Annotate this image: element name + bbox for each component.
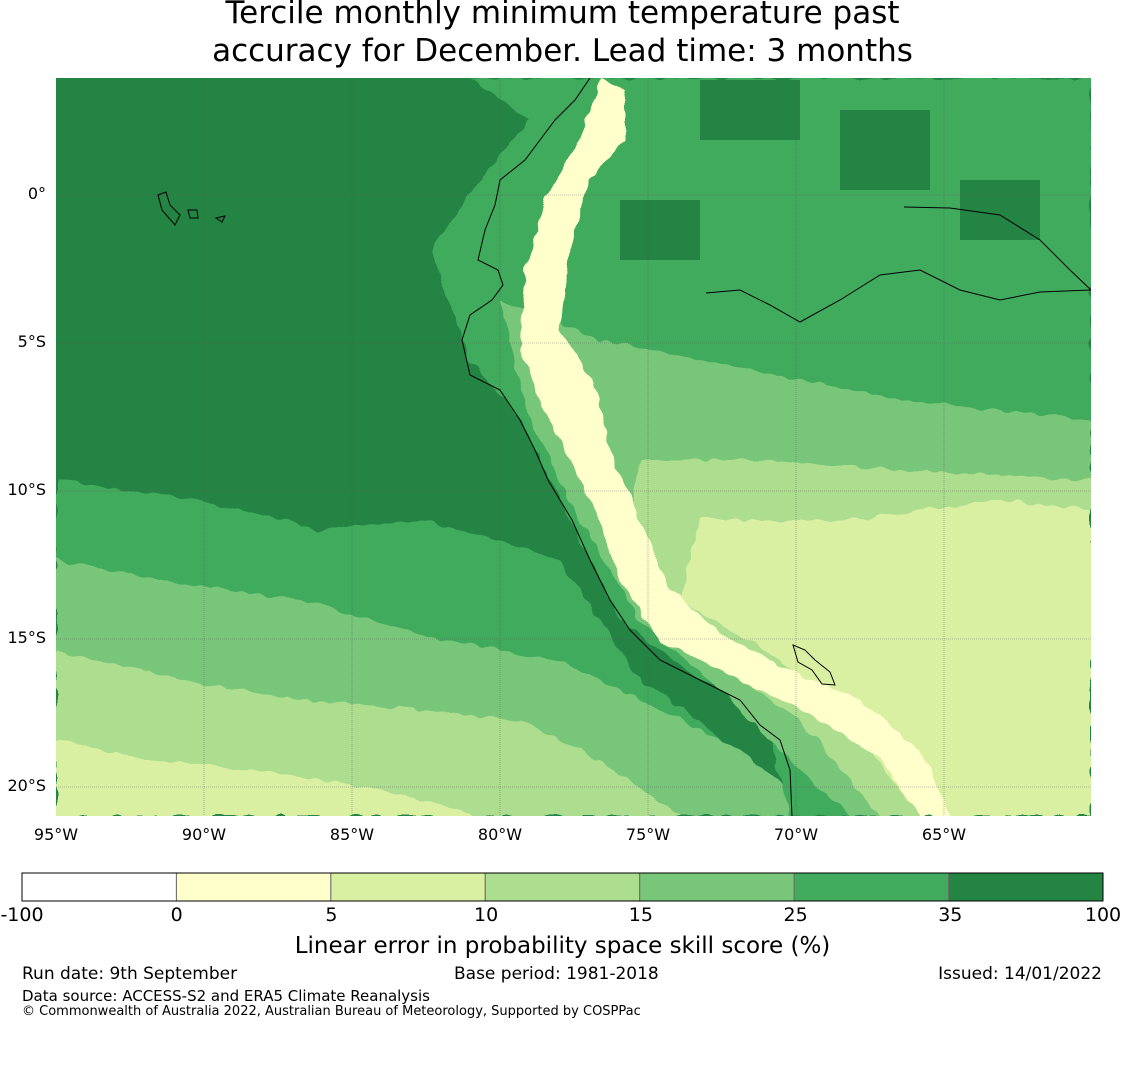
land-blob-2 bbox=[840, 110, 930, 190]
lon-tick-85w: 85°W bbox=[329, 825, 375, 844]
river-upper bbox=[903, 206, 1091, 291]
cb-tick-5: 25 bbox=[783, 904, 808, 926]
coastline bbox=[461, 78, 793, 816]
title-line-2: accuracy for December. Lead time: 3 mont… bbox=[212, 33, 913, 69]
cb-tick-0: -100 bbox=[0, 904, 44, 926]
island-san-cristobal bbox=[214, 215, 226, 223]
land-blob-4 bbox=[960, 180, 1040, 240]
colorbar-border bbox=[21, 872, 1104, 902]
issued-date: Issued: 14/01/2022 bbox=[938, 964, 1102, 984]
lat-tick-15s: 15°S bbox=[7, 628, 46, 647]
lon-tick-75w: 75°W bbox=[625, 825, 671, 844]
graticule bbox=[56, 78, 1091, 816]
colorbar-segment-3 bbox=[484, 872, 641, 902]
island-isabela bbox=[157, 191, 181, 226]
lon-tick-90w: 90°W bbox=[181, 825, 227, 844]
cb-tick-2: 5 bbox=[325, 904, 338, 926]
colorbar-label: Linear error in probability space skill … bbox=[294, 933, 831, 959]
run-date: Run date: 9th September bbox=[22, 964, 238, 984]
colorbar bbox=[21, 872, 1104, 902]
base-period: Base period: 1981-2018 bbox=[454, 964, 659, 984]
land-blob-1 bbox=[700, 80, 800, 140]
land-blob-3 bbox=[620, 200, 700, 260]
island-santa-cruz bbox=[187, 209, 199, 219]
colorbar-segment-5 bbox=[793, 872, 950, 902]
ocean-band-10 bbox=[56, 740, 480, 816]
galapagos-islands bbox=[157, 191, 226, 226]
lake-titicaca bbox=[792, 644, 836, 686]
map-fill bbox=[56, 78, 1091, 816]
lat-tick-5s: 5°S bbox=[17, 332, 46, 351]
lat-tick-10s: 10°S bbox=[7, 480, 46, 499]
lat-tick-20s: 20°S bbox=[7, 776, 46, 795]
lon-tick-65w: 65°W bbox=[921, 825, 967, 844]
lon-tick-70w: 70°W bbox=[773, 825, 819, 844]
cb-tick-3: 10 bbox=[474, 904, 499, 926]
lon-tick-95w: 95°W bbox=[33, 825, 79, 844]
cb-tick-4: 15 bbox=[628, 904, 653, 926]
lon-tick-80w: 80°W bbox=[477, 825, 523, 844]
land-high-skill bbox=[620, 80, 1040, 260]
river-lower bbox=[705, 269, 1091, 323]
colorbar-segment-2 bbox=[330, 872, 486, 902]
copyright: © Commonwealth of Australia 2022, Austra… bbox=[22, 1004, 641, 1019]
colorbar-segment-0 bbox=[21, 872, 177, 902]
cb-tick-6: 35 bbox=[938, 904, 963, 926]
chart-title: Tercile monthly minimum temperature past… bbox=[0, 0, 1125, 70]
colorbar-segment-1 bbox=[175, 872, 332, 902]
land-band-10 bbox=[680, 500, 1091, 816]
title-line-1: Tercile monthly minimum temperature past bbox=[225, 0, 900, 31]
data-source: Data source: ACCESS-S2 and ERA5 Climate … bbox=[22, 987, 430, 1005]
colorbar-segment-4 bbox=[639, 872, 795, 902]
colorbar-segment-6 bbox=[948, 872, 1104, 902]
cb-tick-1: 0 bbox=[170, 904, 183, 926]
andes-low-skill bbox=[520, 80, 950, 816]
lat-tick-0: 0° bbox=[27, 184, 46, 203]
cb-tick-7: 100 bbox=[1084, 904, 1122, 926]
